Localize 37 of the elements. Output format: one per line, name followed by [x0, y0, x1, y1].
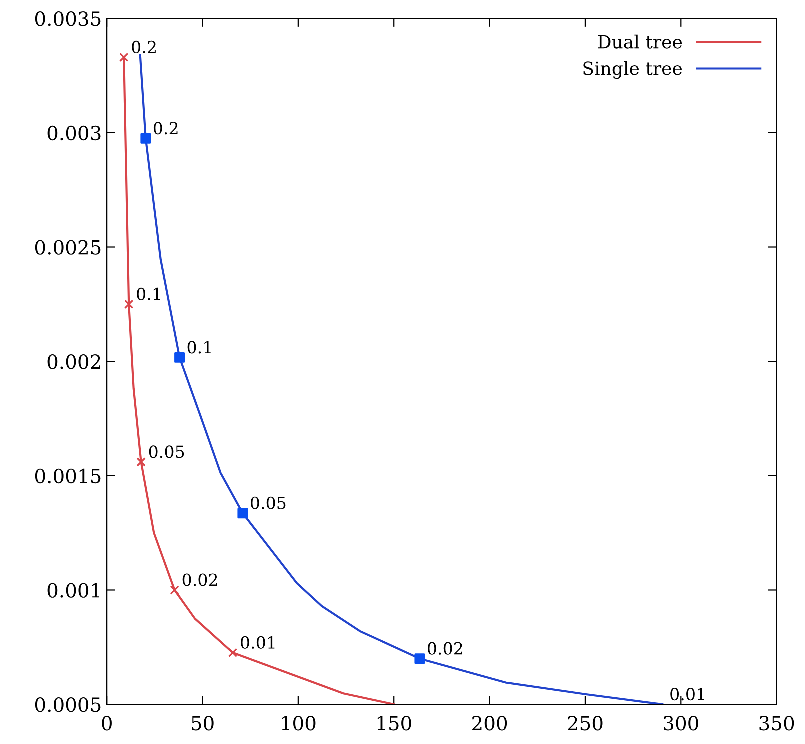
y-tick-label: 0.0005 [35, 698, 101, 712]
point [170, 586, 180, 595]
annotation: 0.05 [149, 446, 184, 458]
point [136, 458, 146, 467]
point [238, 508, 248, 519]
point [124, 300, 134, 310]
annotation: 0.01 [670, 688, 704, 701]
x-tick-label: 0 [102, 716, 112, 731]
point [228, 648, 238, 658]
annotation: 0.1 [137, 288, 160, 300]
annotation: 0.05 [250, 496, 286, 510]
x-tick-label: 250 [568, 716, 603, 731]
annotation: 0.2 [132, 40, 156, 54]
x-tick-label: 200 [472, 716, 508, 731]
y-tick-label: 0.0035 [35, 12, 101, 26]
x-tick-label: 100 [282, 716, 316, 731]
y-tick-label: 0.0025 [35, 240, 101, 255]
annotation: 0.02 [182, 574, 218, 586]
annotation: 0.2 [154, 122, 178, 135]
y-tick-label: 0.003 [48, 126, 101, 141]
line-series [123, 56, 396, 705]
legend-label: Single tree [584, 61, 682, 80]
point [140, 133, 152, 144]
y-tick-label: 0.002 [48, 354, 100, 370]
x-tick-label: 350 [760, 716, 794, 731]
annotation: 0.01 [241, 636, 275, 649]
x-tick-label: 300 [664, 716, 698, 731]
y-tick-label: 0.001 [48, 583, 100, 598]
legend-label: Dual tree [598, 34, 682, 49]
annotation: 0.1 [188, 341, 211, 354]
x-tick-label: 50 [192, 716, 214, 731]
x-tick-label: 150 [378, 716, 412, 731]
y-tick-label: 0.0015 [35, 468, 101, 484]
point [119, 52, 129, 62]
point [414, 654, 426, 664]
annotation: 0.02 [428, 642, 462, 655]
point [174, 352, 186, 363]
